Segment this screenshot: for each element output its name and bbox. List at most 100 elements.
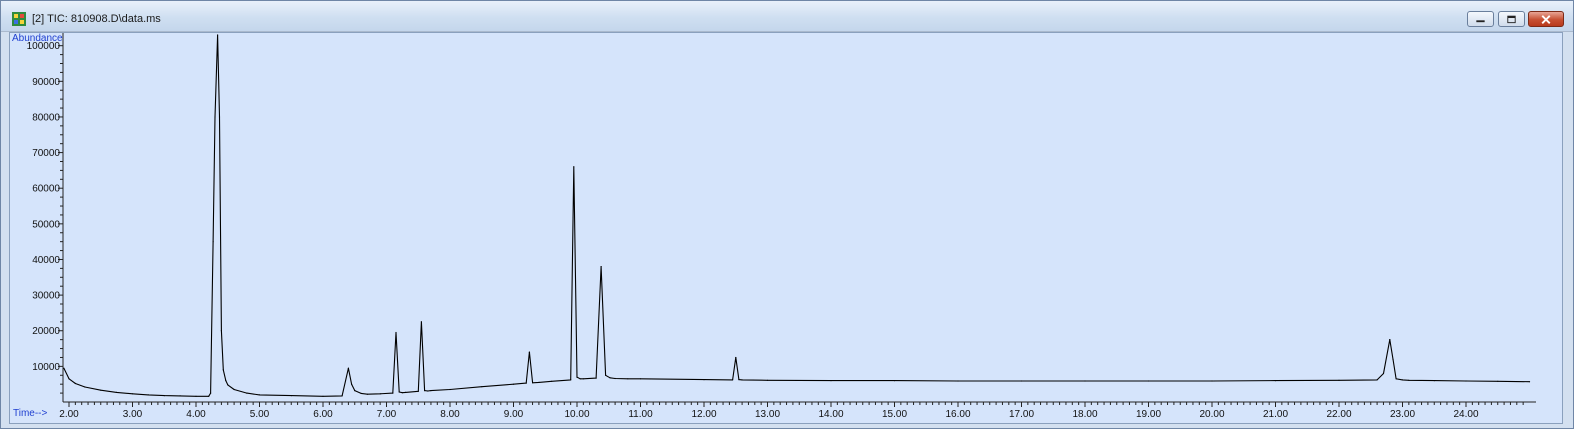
trace-point <box>528 351 531 353</box>
trace-point <box>360 392 362 394</box>
trace-point <box>1274 380 1277 382</box>
trace-point <box>351 383 353 385</box>
trace-point <box>830 380 832 382</box>
trace-point <box>538 381 540 383</box>
trace-point <box>893 380 896 382</box>
trace-point <box>609 377 611 379</box>
trace-point <box>179 395 181 397</box>
trace-point <box>227 384 229 386</box>
close-icon <box>1541 15 1551 24</box>
trace-point <box>246 392 248 394</box>
trace-point <box>1147 380 1150 382</box>
x-tick-label-19.00: 19.00 <box>1136 409 1161 420</box>
x-tick-label-6.00: 6.00 <box>313 409 333 420</box>
x-tick-label-5.00: 5.00 <box>250 409 270 420</box>
trace-point <box>214 116 216 118</box>
x-tick-label-22.00: 22.00 <box>1326 409 1351 420</box>
trace-point <box>379 393 381 395</box>
x-tick-label-20.00: 20.00 <box>1199 409 1224 420</box>
window-title: [2] TIC: 810908.D\data.ms <box>32 13 161 25</box>
maximize-icon <box>1507 15 1516 24</box>
trace-point <box>703 379 705 381</box>
chromatogram-app-icon <box>12 12 26 26</box>
trace-point <box>341 395 343 397</box>
trace-point <box>1528 381 1531 383</box>
trace-point <box>395 331 397 334</box>
y-tick-label-100000: 100000 <box>27 41 61 52</box>
x-tick-label-15.00: 15.00 <box>882 409 907 420</box>
trace-point <box>579 378 581 380</box>
x-tick-label-18.00: 18.00 <box>1072 409 1097 420</box>
trace-point <box>1382 372 1385 375</box>
y-tick-label-90000: 90000 <box>32 77 60 88</box>
y-tick-label-30000: 30000 <box>32 291 60 302</box>
trace-point <box>1401 379 1404 381</box>
trace-point <box>582 378 585 380</box>
trace-point <box>131 393 134 395</box>
trace-point <box>366 393 368 395</box>
trace-point <box>220 330 222 332</box>
y-tick-label-10000: 10000 <box>32 362 60 373</box>
x-tick-label-16.00: 16.00 <box>945 409 970 420</box>
x-tick-label-11.00: 11.00 <box>628 409 653 420</box>
y-tick-label-70000: 70000 <box>32 148 60 159</box>
trace-point <box>100 389 102 391</box>
trace-point <box>322 395 324 397</box>
trace-point <box>735 356 737 359</box>
trace-point <box>576 376 578 378</box>
trace-point <box>233 388 235 391</box>
trace-point <box>732 379 734 381</box>
trace-point <box>258 394 261 396</box>
maximize-button[interactable] <box>1498 11 1525 27</box>
trace-point <box>63 367 65 369</box>
trace-point <box>570 379 572 381</box>
trace-point <box>392 392 394 394</box>
trace-point <box>420 321 422 323</box>
minimize-icon <box>1476 20 1485 23</box>
x-tick-label-21.00: 21.00 <box>1263 409 1288 420</box>
trace-point <box>766 379 769 381</box>
trace-point <box>1465 380 1467 382</box>
x-axis-label: Time--> <box>13 408 48 419</box>
x-tick-label-8.00: 8.00 <box>440 409 460 420</box>
x-tick-label-7.00: 7.00 <box>377 409 397 420</box>
trace-point <box>222 369 224 371</box>
x-tick-label-12.00: 12.00 <box>691 409 716 420</box>
trace-point <box>217 34 219 36</box>
trace-point <box>68 378 70 380</box>
trace-point <box>600 266 602 268</box>
trace-point <box>147 394 149 396</box>
trace-point <box>1338 379 1340 381</box>
trace-point <box>290 395 292 397</box>
trace-point <box>347 367 349 369</box>
trace-point <box>1408 379 1410 381</box>
trace-point <box>354 390 356 392</box>
trace-point <box>525 382 527 384</box>
trace-point <box>605 374 607 376</box>
trace-point <box>1497 380 1499 382</box>
trace-point <box>1433 380 1435 382</box>
x-tick-label-23.00: 23.00 <box>1390 409 1415 420</box>
trace-point <box>74 382 76 385</box>
trace-point <box>595 377 597 379</box>
trace-point <box>208 395 210 397</box>
trace-point <box>449 388 451 391</box>
x-tick-label-3.00: 3.00 <box>123 409 143 420</box>
trace-point <box>1376 379 1378 381</box>
trace-point <box>430 390 432 392</box>
minimize-button[interactable] <box>1467 11 1494 27</box>
plot-area[interactable] <box>9 32 1563 424</box>
y-tick-label-50000: 50000 <box>32 219 60 230</box>
close-button[interactable] <box>1528 11 1564 27</box>
x-tick-label-2.00: 2.00 <box>59 409 79 420</box>
trace-point <box>195 395 197 397</box>
y-tick-label-80000: 80000 <box>32 112 60 123</box>
trace-point <box>639 378 642 380</box>
trace-point <box>427 390 429 392</box>
x-tick-label-10.00: 10.00 <box>564 409 589 420</box>
y-tick-label-40000: 40000 <box>32 255 60 266</box>
trace-point <box>481 386 483 388</box>
title-bar[interactable]: [2] TIC: 810908.D\data.ms <box>1 1 1573 32</box>
trace-point <box>512 383 515 385</box>
